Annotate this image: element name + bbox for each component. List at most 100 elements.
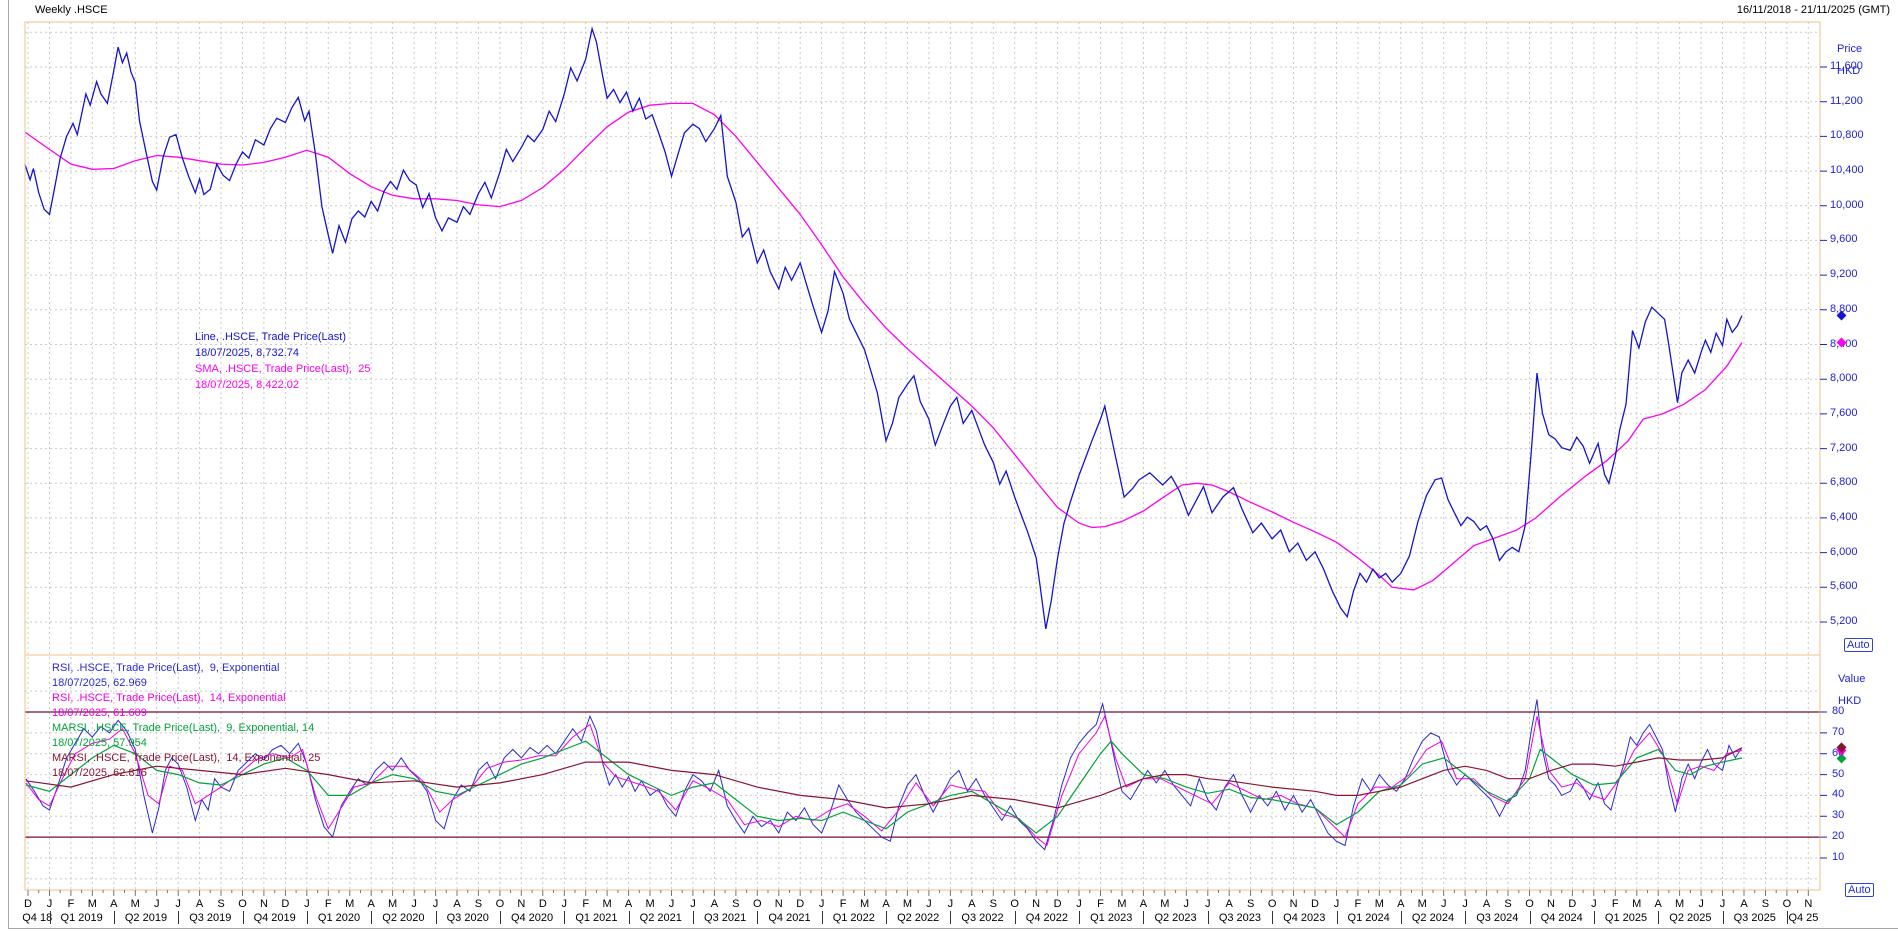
quarter-separator [1143,911,1145,924]
price-axis-label: 6,000 [1830,545,1858,558]
month-label: A [367,898,375,910]
month-label: N [1032,898,1041,910]
quarter-separator [886,911,887,924]
price-axis-label: 11,600 [1830,60,1863,72]
quarter-label: Q1 2022 [832,912,875,924]
quarter-label: Q3 2023 [1218,912,1262,924]
month-label: M [645,898,655,910]
quarter-label: Q3 2025 [1733,912,1776,924]
price-axis-label: 10,800 [1830,129,1864,142]
value-axis-label: 40 [1832,788,1845,801]
month-label: M [87,898,97,910]
month-label: F [67,898,75,910]
quarter-label: Q3 2020 [446,912,489,924]
quarter-label: Q1 2025 [1604,912,1648,924]
quarter-separator [1207,911,1209,924]
month-label: S [217,898,225,910]
quarter-label: Q4 25 [1788,912,1819,924]
quarter-label: Q2 2023 [1154,912,1197,924]
quarter-label: Q4 2020 [510,912,554,924]
quarter-separator [1400,911,1402,924]
quarter-label: Q4 2019 [253,912,296,924]
price-axis-label: 9,200 [1830,268,1858,281]
month-label: J [1462,898,1468,910]
month-label: N [1289,898,1298,910]
month-label: M [388,898,398,910]
legend-rsi9: RSI, .HSCE, Trade Price(Last), 9, Expone… [52,662,280,674]
quarter-label: Q2 2019 [124,912,168,924]
quarter-separator [1722,911,1724,924]
window-frame-bottom [8,928,1898,929]
month-label: N [1804,898,1813,910]
month-label: A [1397,898,1405,910]
month-label: A [1482,898,1491,910]
month-label: J [1591,898,1597,910]
quarter-separator [950,911,952,924]
value-auto-scale-button[interactable]: Auto [1845,883,1874,897]
quarter-separator [306,911,308,924]
price-axis-label: 11,200 [1830,94,1863,107]
price-axis-label: 6,800 [1830,476,1858,489]
quarter-label: Q1 2019 [60,912,103,924]
marsi9-series [25,740,1743,834]
time-axis-ticks [27,890,1809,896]
quarter-label: Q1 2024 [1347,912,1390,924]
month-label: D [24,898,32,910]
month-label: J [668,898,675,910]
quarter-separator [1272,911,1274,924]
month-label: D [1568,898,1577,910]
quarter-label: Q1 2021 [575,912,618,924]
rsi14-series [25,714,1743,847]
value-axis-ticks [1820,66,1827,859]
date-range: 16/11/2018 - 21/11/2025 (GMT) [1736,4,1890,16]
quarter-separator [49,911,51,924]
month-label: J [1719,898,1726,910]
month-label: M [1417,898,1427,910]
month-label: A [1740,898,1748,910]
quarter-label: Q3 2024 [1476,912,1519,924]
month-label: N [1546,898,1555,910]
month-label: F [1354,898,1362,910]
month-label: F [839,898,847,910]
price-axis-label: 8,000 [1830,372,1858,385]
month-label: A [624,898,633,910]
price-axis-label: 8,800 [1830,302,1858,315]
value-axis-label: 70 [1832,725,1845,738]
quarter-separator [1465,911,1467,924]
price-line-series [24,26,1743,630]
month-label: S [1504,898,1512,910]
month-label: M [1160,898,1170,910]
quarter-separator [1593,911,1595,924]
quarter-label: Q3 2019 [189,912,232,924]
legend-line-sma: SMA, .HSCE, Trade Price(Last), 25 [195,363,371,375]
quarter-label: Q2 2021 [639,912,682,924]
month-label: J [1076,898,1082,910]
month-label: F [582,898,590,910]
month-label: M [1117,898,1127,910]
month-label: S [989,898,997,910]
price-auto-scale-button[interactable]: Auto [1844,638,1873,652]
month-label: S [474,898,483,910]
month-label: J [1183,898,1190,910]
month-label: J [175,898,181,910]
month-label: O [1782,898,1792,910]
month-label: O [1525,898,1534,910]
month-label: A [110,898,118,910]
month-label: D [281,898,290,910]
month-label: J [690,898,696,910]
month-label: D [1053,898,1062,910]
quarter-separator [564,911,566,924]
month-label: A [1654,898,1662,910]
quarter-separator [1529,911,1531,924]
month-label: J [1205,898,1211,910]
month-label: A [882,898,890,910]
indicator-panel-border [24,654,1821,891]
quarter-separator [692,911,694,924]
quarter-separator [1658,911,1660,924]
legend-marsi9-val: 18/07/2025, 57.954 [52,737,147,749]
value-axis-label: 80 [1832,705,1845,717]
month-label: A [968,898,976,910]
quarter-separator [1079,911,1080,924]
